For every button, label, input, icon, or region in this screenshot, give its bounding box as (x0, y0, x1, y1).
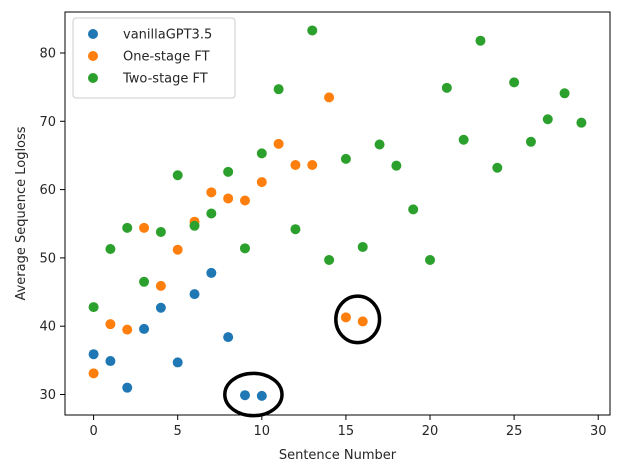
data-point (408, 204, 419, 215)
data-point (273, 84, 284, 95)
data-point (256, 390, 267, 401)
legend-marker (88, 29, 98, 39)
data-point (172, 170, 183, 181)
y-tick-label: 70 (39, 115, 56, 130)
data-point (256, 148, 267, 159)
data-point (340, 153, 351, 164)
x-tick-label: 25 (506, 424, 523, 439)
data-point (441, 82, 452, 93)
x-tick-label: 5 (174, 424, 182, 439)
data-point (172, 244, 183, 255)
data-point (239, 243, 250, 254)
data-point (475, 35, 486, 46)
data-point (122, 324, 133, 335)
data-point (223, 193, 234, 204)
y-tick-label: 50 (39, 251, 56, 266)
data-point (290, 224, 301, 235)
legend-box (72, 17, 236, 99)
data-point (425, 254, 436, 265)
data-point (155, 302, 166, 313)
data-point (223, 166, 234, 177)
x-tick-label: 0 (89, 424, 97, 439)
y-tick-label: 80 (39, 46, 56, 61)
data-point (458, 134, 469, 145)
x-axis-label: Sentence Number (279, 448, 397, 463)
x-tick-label: 30 (590, 424, 607, 439)
data-point (189, 220, 200, 231)
data-point (206, 208, 217, 219)
legend-label: Two-stage FT (122, 72, 208, 87)
data-point (374, 139, 385, 150)
x-axis-ticks: 0 5 10 15 20 25 30 (89, 415, 606, 439)
highlight-circle (334, 294, 382, 345)
data-point (139, 276, 150, 287)
data-point (256, 177, 267, 188)
legend: vanillaGPT3.5 One-stage FT Two-stage FT (72, 17, 236, 99)
data-point (105, 356, 116, 367)
data-point (324, 92, 335, 103)
highlight-circle (223, 371, 284, 418)
data-point (559, 88, 570, 99)
y-tick-label: 30 (39, 388, 56, 403)
data-point (206, 187, 217, 198)
data-point (239, 195, 250, 206)
legend-marker (88, 73, 98, 83)
data-point (307, 25, 318, 36)
series-3 (88, 25, 587, 313)
legend-marker (88, 51, 98, 61)
data-point (357, 316, 368, 327)
data-point (340, 312, 351, 323)
data-point (576, 117, 587, 128)
y-axis-ticks: 30 40 50 60 70 80 (39, 46, 65, 403)
data-point (189, 289, 200, 300)
data-point (155, 280, 166, 291)
data-point (239, 390, 250, 401)
data-point (223, 332, 234, 343)
x-tick-label: 10 (254, 424, 271, 439)
annotation-layer (223, 294, 382, 418)
data-point (307, 160, 318, 171)
y-tick-label: 40 (39, 320, 56, 335)
y-tick-label: 60 (39, 183, 56, 198)
data-point (139, 323, 150, 334)
data-point (542, 114, 553, 125)
data-point (391, 160, 402, 171)
data-point (492, 162, 503, 173)
x-tick-label: 15 (338, 424, 355, 439)
data-point (122, 382, 133, 393)
data-point (273, 138, 284, 149)
legend-label: vanillaGPT3.5 (123, 28, 212, 43)
plot-frame (64, 11, 611, 416)
legend-label: One-stage FT (123, 50, 210, 65)
data-point (324, 254, 335, 265)
data-point (88, 302, 99, 313)
data-point (139, 222, 150, 233)
data-point (122, 222, 133, 233)
data-point (105, 244, 116, 255)
series-1 (88, 267, 267, 401)
data-point (206, 267, 217, 278)
data-point (290, 160, 301, 171)
x-tick-label: 20 (422, 424, 439, 439)
y-axis-label: Average Sequence Logloss (14, 126, 29, 300)
data-point (88, 349, 99, 360)
data-point (88, 368, 99, 379)
points-layer (88, 25, 587, 401)
data-point (509, 77, 520, 88)
series-2 (88, 92, 368, 379)
data-point (105, 319, 116, 330)
data-point (357, 241, 368, 252)
data-point (155, 226, 166, 237)
data-point (525, 136, 536, 147)
data-point (172, 357, 183, 368)
